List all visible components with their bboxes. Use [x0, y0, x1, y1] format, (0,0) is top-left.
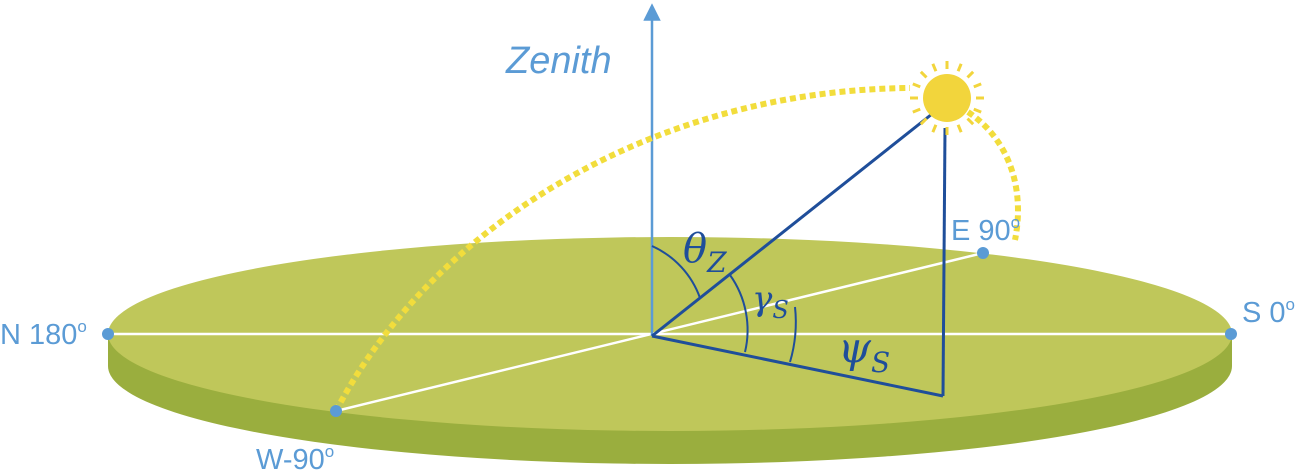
zenith-angle-label: θZ [683, 226, 727, 279]
east-point [977, 247, 989, 259]
east-west-line [335, 251, 984, 413]
sun-ray [956, 63, 963, 72]
west-point [330, 405, 342, 417]
azimuth-angle-label: ψS [838, 323, 890, 379]
sun-ray [966, 70, 975, 79]
sun-ground-projection [651, 334, 944, 398]
sun-ray [912, 82, 921, 89]
sun-ray [931, 63, 938, 72]
sun-ray [912, 107, 921, 114]
east-label: E 90o [951, 213, 1020, 247]
north-point [102, 328, 114, 340]
altitude-angle-label: γS [752, 279, 789, 324]
altitude-angle-arc [729, 274, 749, 353]
west-label: W-90o [256, 442, 334, 475]
zenith-angle-arc [651, 245, 701, 299]
south-label: S 0o [1242, 295, 1295, 329]
sun-ray [973, 82, 982, 89]
azimuth-angle-arc [789, 306, 797, 363]
sun-path [333, 85, 911, 413]
sun-path-descending [966, 109, 1021, 241]
sun-ray [956, 124, 963, 133]
zenith-label: Zenith [505, 40, 612, 82]
north-label: N 180o [0, 317, 87, 351]
sun-ray [973, 107, 982, 114]
sun-vertical-line [941, 127, 947, 397]
sun-ray [931, 124, 938, 133]
sun-ray [919, 117, 928, 126]
sun-ray-line [651, 112, 933, 338]
south-point [1225, 328, 1237, 340]
sun-ray [966, 117, 975, 126]
sun-icon [910, 61, 984, 135]
sun-ray [919, 70, 928, 79]
sun-disc [923, 74, 971, 122]
